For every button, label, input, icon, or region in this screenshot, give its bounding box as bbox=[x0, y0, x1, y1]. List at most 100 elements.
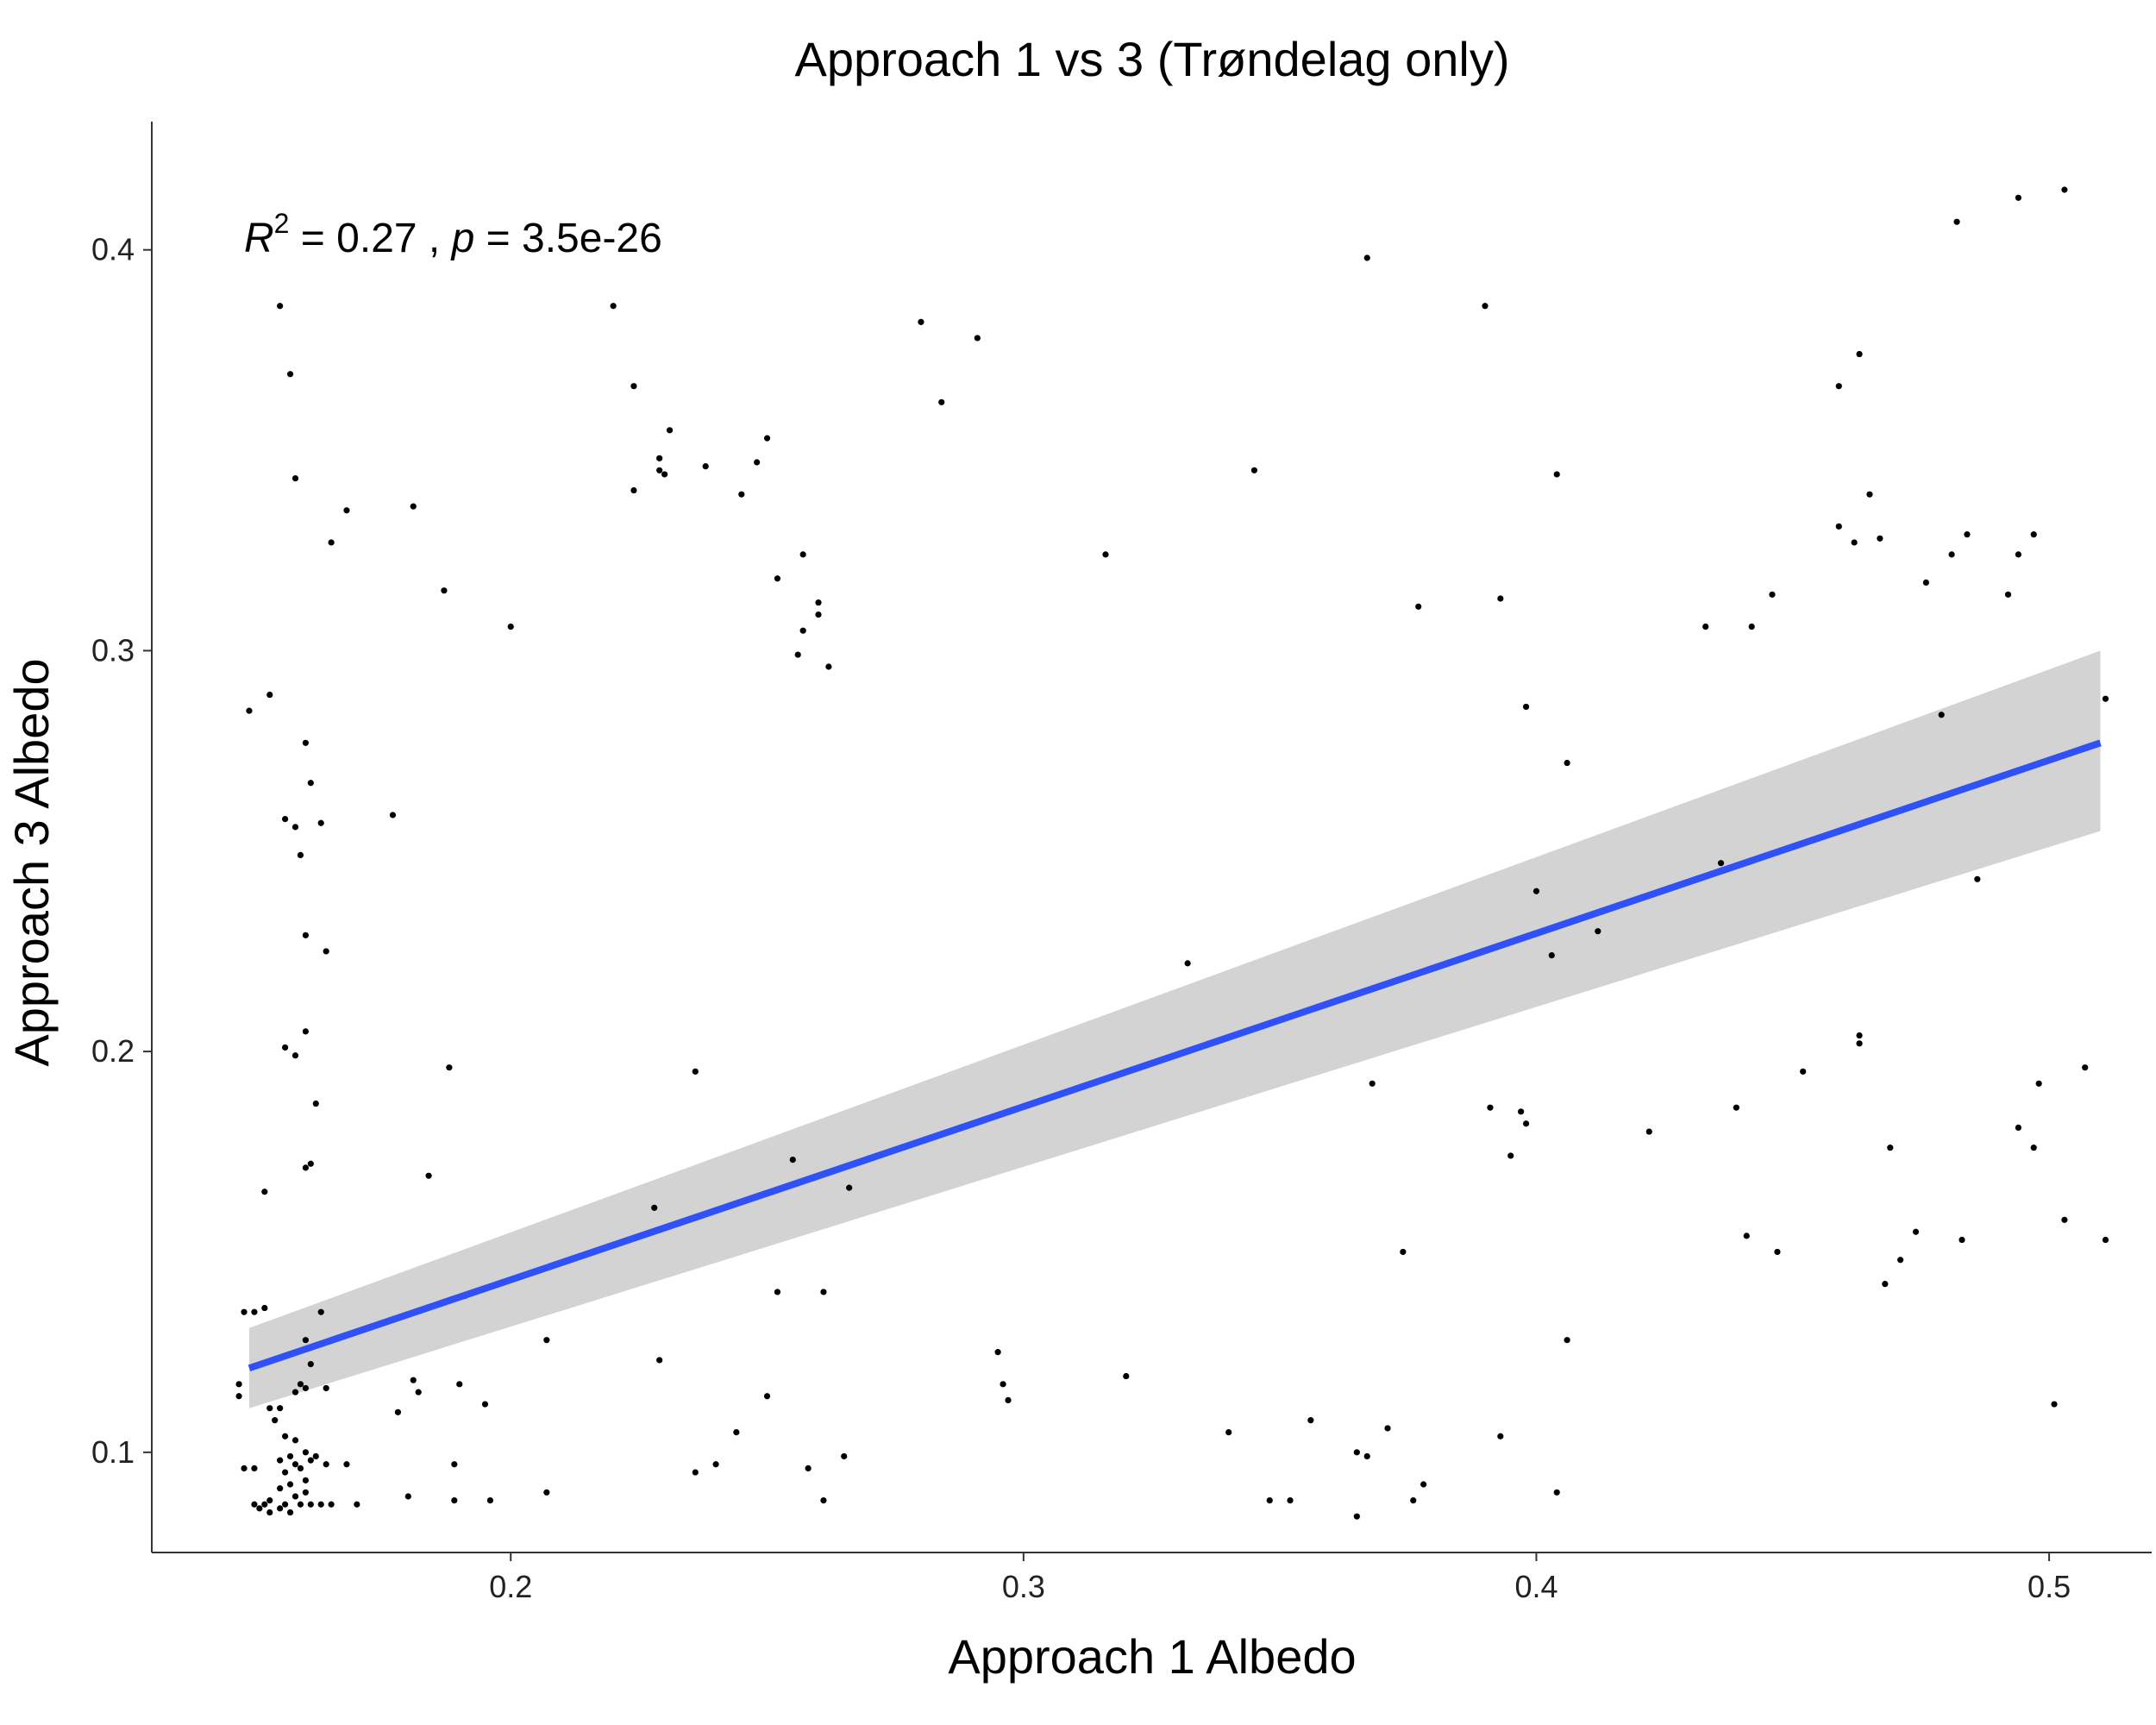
data-point bbox=[815, 611, 822, 618]
data-point bbox=[394, 1408, 402, 1415]
data-point bbox=[1877, 535, 1883, 542]
data-point bbox=[282, 1044, 289, 1051]
data-point bbox=[1887, 1145, 1894, 1151]
data-point bbox=[1497, 595, 1504, 602]
data-point bbox=[1369, 1080, 1376, 1087]
data-point bbox=[1353, 1513, 1360, 1520]
data-point bbox=[2061, 1216, 2068, 1223]
x-tick-label: 0.3 bbox=[1002, 1569, 1045, 1604]
data-point bbox=[328, 1501, 335, 1508]
data-point bbox=[1800, 1068, 1807, 1075]
chart-title: Approach 1 vs 3 (Trøndelag only) bbox=[795, 32, 1510, 86]
data-point bbox=[1835, 383, 1842, 390]
data-point bbox=[2030, 531, 2037, 538]
x-axis-label: Approach 1 Albedo bbox=[948, 1629, 1356, 1684]
data-point bbox=[661, 471, 668, 478]
data-point bbox=[1717, 860, 1725, 867]
data-point bbox=[302, 1477, 309, 1484]
p-symbol: p bbox=[450, 216, 475, 261]
y-axis-ticks: 0.1 0.2 0.3 0.4 bbox=[91, 232, 152, 1470]
data-point bbox=[302, 1028, 309, 1035]
data-point bbox=[1123, 1372, 1130, 1380]
data-point bbox=[1307, 1417, 1314, 1424]
data-point bbox=[343, 507, 350, 514]
data-point bbox=[1835, 523, 1842, 530]
data-point bbox=[1532, 888, 1540, 894]
data-point bbox=[282, 815, 289, 823]
data-point bbox=[1948, 551, 1955, 558]
data-point bbox=[2035, 1080, 2042, 1087]
data-point bbox=[2061, 186, 2068, 193]
data-point bbox=[282, 1469, 289, 1476]
data-point bbox=[323, 1461, 329, 1468]
data-point bbox=[1912, 1228, 1920, 1235]
data-point bbox=[286, 371, 294, 378]
x-axis-ticks: 0.2 0.3 0.4 0.5 bbox=[489, 1552, 2071, 1604]
data-point bbox=[241, 1308, 248, 1315]
data-point bbox=[656, 467, 663, 474]
data-point bbox=[266, 1509, 273, 1516]
data-point bbox=[291, 1493, 299, 1500]
data-point bbox=[702, 463, 709, 470]
data-point bbox=[692, 1068, 699, 1075]
data-point bbox=[266, 1405, 273, 1412]
data-point bbox=[307, 780, 314, 787]
data-point bbox=[974, 335, 981, 342]
data-point bbox=[1005, 1396, 1012, 1404]
data-point bbox=[307, 1360, 314, 1368]
data-point bbox=[291, 824, 299, 831]
y-tick-label: 0.1 bbox=[91, 1434, 135, 1470]
stats-annotation: R2 = 0.27 , p = 3.5e-26 bbox=[244, 208, 662, 261]
data-point bbox=[1964, 531, 1971, 538]
data-point bbox=[302, 1384, 309, 1392]
data-point bbox=[266, 1496, 273, 1504]
data-point bbox=[2030, 1145, 2037, 1151]
data-point bbox=[302, 1337, 309, 1344]
y-tick-label: 0.4 bbox=[91, 232, 135, 267]
data-point bbox=[994, 1349, 1001, 1356]
data-point bbox=[441, 587, 448, 594]
data-point bbox=[825, 663, 832, 670]
data-point bbox=[543, 1489, 550, 1496]
data-point bbox=[277, 1485, 284, 1492]
data-point bbox=[1856, 1040, 1863, 1047]
data-point bbox=[286, 1481, 294, 1488]
data-point bbox=[486, 1496, 494, 1504]
confidence-band bbox=[248, 650, 2101, 1408]
data-point bbox=[2082, 1064, 2089, 1071]
data-point bbox=[291, 1052, 299, 1059]
data-point bbox=[712, 1461, 719, 1468]
data-point bbox=[272, 1417, 279, 1424]
data-point bbox=[1733, 1104, 1739, 1111]
data-point bbox=[354, 1501, 360, 1508]
data-point bbox=[317, 819, 324, 826]
y-axis-label: Approach 3 Albedo bbox=[4, 658, 59, 1066]
data-point bbox=[763, 1393, 771, 1400]
data-point bbox=[302, 1489, 309, 1496]
data-point bbox=[656, 1357, 663, 1364]
data-point bbox=[251, 1501, 258, 1508]
data-point bbox=[291, 1437, 299, 1444]
data-point bbox=[246, 707, 253, 714]
data-point bbox=[1507, 1152, 1514, 1159]
data-point bbox=[317, 1501, 324, 1508]
data-point bbox=[763, 435, 771, 442]
data-point bbox=[507, 623, 514, 630]
data-point bbox=[846, 1184, 853, 1191]
data-point bbox=[820, 1289, 827, 1295]
data-point bbox=[451, 1496, 458, 1504]
r-symbol: R bbox=[244, 216, 274, 261]
data-point bbox=[481, 1401, 489, 1408]
data-point bbox=[1420, 1481, 1427, 1488]
data-point bbox=[302, 1164, 309, 1171]
data-point bbox=[938, 398, 945, 405]
data-point bbox=[307, 1501, 314, 1508]
data-point bbox=[1856, 1032, 1863, 1039]
data-point bbox=[805, 1465, 812, 1472]
data-point bbox=[286, 1509, 294, 1516]
data-point bbox=[1769, 591, 1776, 598]
data-point bbox=[774, 575, 781, 582]
data-point bbox=[2015, 194, 2021, 201]
data-point bbox=[286, 1452, 294, 1460]
